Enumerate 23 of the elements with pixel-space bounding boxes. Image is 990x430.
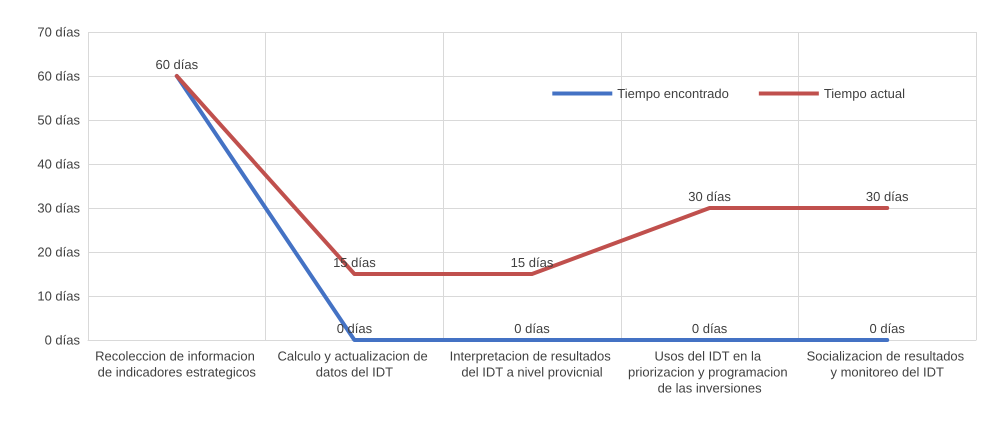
y-tick-label: 40 días (37, 156, 80, 172)
legend-label: Tiempo actual (824, 86, 906, 101)
x-tick-label: Usos del IDT en la priorizacion y programacion de las inversiones (628, 348, 792, 396)
x-tick-label: Socializacion de resultados y monitoreo del IDT (806, 348, 968, 380)
x-tick-label: Interpretacion de resultados del IDT a nivel provicnial (450, 348, 614, 380)
y-tick-label: 0 días (44, 332, 80, 348)
data-label: 60 días (155, 57, 199, 72)
data-label: 15 días (510, 255, 554, 270)
y-tick-label: 10 días (37, 288, 80, 304)
data-label: 30 días (688, 189, 732, 204)
data-label: 0 días (869, 321, 906, 336)
y-tick-label: 60 días (37, 68, 80, 84)
data-label: 0 días (336, 321, 373, 336)
data-label: 30 días (866, 189, 910, 204)
legend-label: Tiempo encontrado (617, 86, 729, 101)
y-tick-label: 70 días (37, 24, 80, 40)
y-tick-label: 30 días (37, 200, 80, 216)
x-tick-label: Recoleccion de informacion de indicadores estrategicos (95, 348, 258, 380)
data-label: 0 días (692, 321, 728, 336)
y-tick-label: 50 días (37, 112, 80, 128)
x-tick-label: Calculo y actualizacion de datos del IDT (277, 348, 432, 380)
y-tick-label: 20 días (37, 244, 80, 260)
data-label: 0 días (514, 321, 550, 336)
